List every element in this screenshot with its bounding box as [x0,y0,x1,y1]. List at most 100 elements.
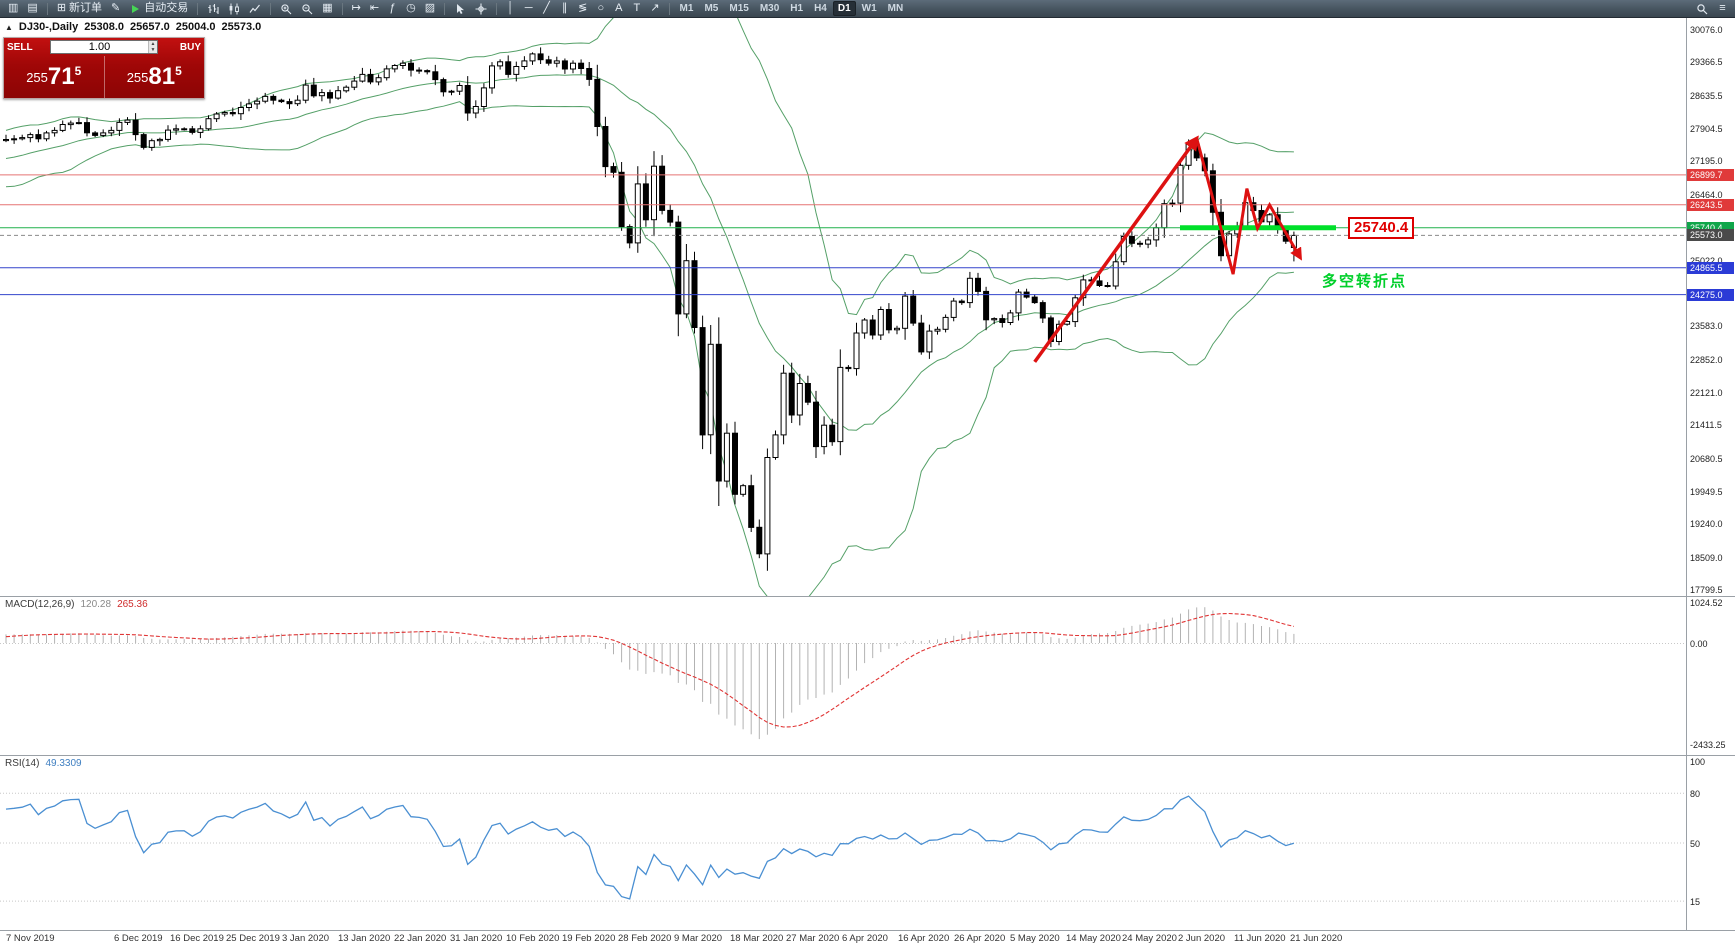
tb-chart-candles[interactable] [224,1,244,16]
date-tick: 9 Mar 2020 [674,933,723,944]
macd-scale-tick: 1024.52 [1690,598,1723,608]
chart-candles-icon [228,3,240,15]
tb-chart-line[interactable] [245,1,265,16]
tb-timeframe-w1[interactable]: W1 [861,3,877,14]
tb-new-order[interactable]: ⊞ 新订单 [53,1,106,16]
tb-timeframe-h1[interactable]: H1 [790,3,804,14]
key-level-callout[interactable]: 25740.4 [1348,216,1415,239]
rsi-scale-tick: 15 [1690,897,1701,908]
macd-label: MACD(12,26,9) 120.28 265.36 [5,599,148,610]
crosshair-icon [475,3,487,15]
metaeditor-icon: ✎ [111,2,121,14]
chart-profiles-icon: ▤ [27,2,38,14]
tb-zoom-in[interactable] [276,1,296,16]
tb-chart-bars[interactable] [203,1,223,16]
horizontal-line-icon: ─ [524,2,533,14]
tb-timeframe-m15[interactable]: M15 [729,3,749,14]
auto-trading-label: 自动交易 [144,2,189,14]
rsi-panel-canvas[interactable] [0,755,1686,930]
macd-scale-tick: 0.00 [1690,639,1708,649]
rsi-scale-tick: 50 [1690,839,1701,849]
date-tick: 6 Dec 2019 [114,933,163,944]
price-tick: 29366.5 [1690,57,1723,68]
tb-timeframe-mn[interactable]: MN [887,3,904,14]
bid-price-tag: 25573.0 [1687,229,1734,242]
buy-price-button[interactable]: 255 81 5 [126,63,182,90]
tb-arrow-objects[interactable]: ↗ [646,1,663,16]
price-tick: 30076.0 [1690,25,1723,35]
tb-fibonacci[interactable]: ≶ [574,1,591,16]
macd-scale-tick: -2433.25 [1690,740,1726,751]
turning-point-note[interactable]: 多空转折点 [1322,273,1408,290]
zoom-out-icon [301,3,313,15]
chart-shift-icon: ⇤ [369,2,380,14]
buy-button[interactable]: BUY [161,42,201,53]
price-tick: 23583.0 [1690,321,1723,332]
tb-chart-profiles[interactable]: ▤ [23,1,41,16]
ohlc-low: 25004.0 [175,21,216,33]
one-click-toggle-icon[interactable]: ▲ [5,22,13,32]
tb-timeframe-m5[interactable]: M5 [704,3,719,14]
date-tick: 5 May 2020 [1010,933,1060,944]
tb-cursor[interactable] [450,1,470,16]
macd-panel-canvas[interactable] [0,596,1686,755]
price-line-tag: 26243.5 [1687,198,1734,211]
price-tick: 20680.5 [1690,453,1723,464]
new-order-icon: ⊞ [56,2,67,14]
tb-periods[interactable]: ◷ [402,1,420,16]
auto-trading-icon [129,3,141,15]
date-tick: 24 May 2020 [1122,933,1177,944]
tb-metaeditor[interactable]: ✎ [107,1,124,16]
tb-new-chart[interactable]: ▥ [4,1,22,16]
price-tick: 28635.5 [1690,90,1723,101]
tb-quick-menu[interactable]: ≡ [1714,1,1731,16]
tb-equidistant-channel[interactable]: ∥ [556,1,573,16]
arrow-objects-icon: ↗ [650,2,660,14]
date-tick: 22 Jan 2020 [394,933,447,944]
volume-down-button[interactable]: ▼ [149,46,157,53]
tb-tile-windows[interactable]: ▦ [318,1,336,16]
date-tick: 25 Dec 2019 [226,933,280,944]
toolbar-separator [270,2,272,15]
new-order-label: 新订单 [69,2,103,14]
tb-indicators-list[interactable]: ƒ [384,1,401,16]
date-tick: 16 Dec 2019 [170,933,224,944]
tb-text[interactable]: A [610,1,627,16]
rsi-separator[interactable] [0,755,1735,756]
price-tick: 25022.0 [1690,255,1723,266]
tb-text-label[interactable]: T [628,1,645,16]
ohlc-close: 25573.0 [221,21,262,33]
date-tick: 18 Mar 2020 [730,933,784,944]
tb-timeframe-m30[interactable]: M30 [759,3,780,14]
tb-chart-shift[interactable]: ⇤ [366,1,383,16]
price-tick: 19949.5 [1690,486,1723,497]
toolbar-separator [197,2,199,15]
tb-trendline[interactable]: ╱ [538,1,555,16]
tb-horizontal-line[interactable]: ─ [520,1,537,16]
date-tick: 21 Jun 2020 [1290,933,1343,944]
tb-vertical-line[interactable]: │ [502,1,519,16]
volume-up-button[interactable]: ▲ [149,40,157,47]
toolbar-separator [444,2,446,15]
date-tick: 27 Mar 2020 [786,933,840,944]
tb-timeframe-m1[interactable]: M1 [679,3,694,14]
tb-auto-trading[interactable]: 自动交易 [125,1,192,16]
tb-search[interactable] [1692,1,1712,16]
volume-input[interactable]: 1.00 [88,41,111,53]
sell-button[interactable]: SELL [7,42,47,53]
tb-shapes[interactable]: ○ [592,1,609,16]
time-scale[interactable]: 7 Nov 2019 6 Dec 2019 16 Dec 2019 25 Dec 20… [0,931,1735,944]
chart-title: ▲ DJ30-,Daily 25308.0 25657.0 25004.0 25… [5,21,261,33]
fibonacci-icon: ≶ [578,2,588,14]
main-chart-canvas[interactable] [0,18,1686,596]
tb-zoom-out[interactable] [297,1,317,16]
tb-timeframe-h4[interactable]: H4 [814,3,827,14]
price-tick: 18509.0 [1690,552,1723,563]
tb-templates[interactable]: ▨ [421,1,439,16]
macd-separator[interactable] [0,596,1735,597]
tb-crosshair[interactable] [471,1,491,16]
tb-auto-scroll[interactable]: ↦ [348,1,365,16]
price-line-tag: 26899.7 [1687,168,1734,181]
tb-timeframe-d1[interactable]: D1 [832,1,856,16]
sell-price-button[interactable]: 255 71 5 [4,56,105,98]
